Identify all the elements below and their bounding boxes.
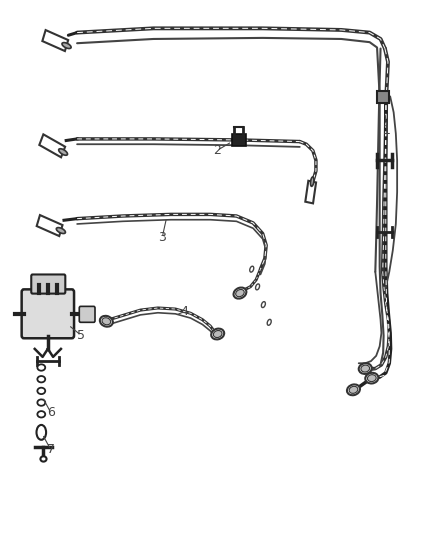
Ellipse shape [40,456,46,462]
Ellipse shape [37,411,45,417]
Ellipse shape [37,376,45,382]
FancyBboxPatch shape [377,91,389,103]
Polygon shape [39,134,65,157]
Ellipse shape [36,425,46,440]
FancyBboxPatch shape [31,274,65,294]
Ellipse shape [57,228,65,233]
Ellipse shape [359,363,372,374]
Ellipse shape [59,149,67,155]
Polygon shape [42,30,68,51]
Text: 2: 2 [213,144,221,157]
Ellipse shape [37,387,45,394]
Ellipse shape [365,373,378,383]
Text: 4: 4 [180,305,188,318]
Ellipse shape [236,289,244,297]
Ellipse shape [349,386,358,393]
Polygon shape [305,181,316,204]
FancyBboxPatch shape [21,289,74,338]
Ellipse shape [100,316,113,327]
Text: 5: 5 [78,329,85,342]
Ellipse shape [102,318,111,325]
Ellipse shape [361,365,370,372]
Text: 1: 1 [383,124,391,138]
Polygon shape [37,215,63,236]
Ellipse shape [211,329,224,340]
FancyBboxPatch shape [232,134,246,147]
FancyBboxPatch shape [79,306,95,322]
Ellipse shape [37,399,45,406]
Ellipse shape [347,384,360,395]
Ellipse shape [311,177,314,187]
Ellipse shape [62,43,71,49]
Text: 7: 7 [47,443,55,456]
Text: 6: 6 [47,406,55,419]
Ellipse shape [213,330,222,337]
Ellipse shape [37,365,45,370]
Ellipse shape [233,287,247,298]
Ellipse shape [367,375,376,382]
Text: 3: 3 [158,231,166,244]
